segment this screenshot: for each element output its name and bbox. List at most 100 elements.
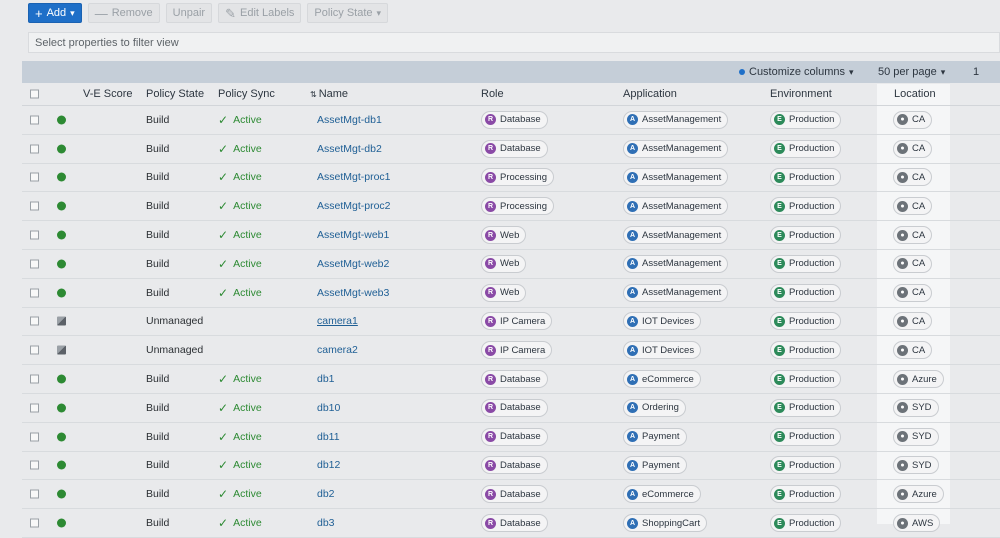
application-label[interactable]: A AssetManagement [623, 168, 729, 187]
environment-label[interactable]: E Production [770, 485, 842, 504]
workload-name-link[interactable]: db12 [317, 459, 341, 472]
table-row[interactable]: Build ✓ Active AssetMgt-proc1 R Processing A As… [22, 164, 1000, 193]
role-label[interactable]: R Database [481, 110, 548, 129]
environment-label[interactable]: E Production [770, 283, 842, 302]
row-checkbox[interactable] [30, 460, 39, 470]
row-checkbox[interactable] [30, 201, 39, 211]
filter-input[interactable]: Select properties to filter view [28, 32, 1000, 53]
location-label[interactable]: ● SYD [893, 456, 939, 475]
workload-name-link[interactable]: AssetMgt-web1 [317, 229, 390, 242]
col-application[interactable]: Application [623, 88, 677, 100]
location-label[interactable]: ● CA [893, 197, 933, 216]
application-label[interactable]: A IOT Devices [623, 341, 702, 360]
environment-label[interactable]: E Production [770, 197, 842, 216]
environment-label[interactable]: E Production [770, 312, 842, 331]
role-label[interactable]: R Web [481, 283, 527, 302]
location-label[interactable]: ● CA [893, 312, 933, 331]
role-label[interactable]: R Processing [481, 197, 554, 216]
col-policy-sync[interactable]: Policy Sync [218, 88, 275, 100]
environment-label[interactable]: E Production [770, 254, 842, 273]
workload-name-link[interactable]: db1 [317, 373, 335, 386]
row-checkbox[interactable] [30, 259, 39, 269]
row-checkbox[interactable] [30, 345, 39, 355]
per-page-dropdown[interactable]: 50 per page ▾ [878, 66, 945, 78]
role-label[interactable]: R Database [481, 456, 548, 475]
workload-name-link[interactable]: db3 [317, 517, 335, 530]
workload-name-link[interactable]: AssetMgt-db2 [317, 142, 382, 155]
col-location[interactable]: Location [894, 88, 936, 100]
location-label[interactable]: ● CA [893, 254, 933, 273]
location-label[interactable]: ● CA [893, 283, 933, 302]
application-label[interactable]: A AssetManagement [623, 283, 729, 302]
location-label[interactable]: ● SYD [893, 398, 939, 417]
application-label[interactable]: A ShoppingCart [623, 514, 708, 533]
row-checkbox[interactable] [30, 518, 39, 528]
table-row[interactable]: Build ✓ Active AssetMgt-web2 R Web A AssetManag… [22, 250, 1000, 279]
page-number[interactable]: 1 [973, 66, 979, 78]
application-label[interactable]: A Payment [623, 456, 687, 475]
application-label[interactable]: A AssetManagement [623, 254, 729, 273]
row-checkbox[interactable] [30, 489, 39, 499]
table-row[interactable]: Build ✓ Active AssetMgt-proc2 R Processing A As… [22, 192, 1000, 222]
workload-name-link[interactable]: camera1 [317, 315, 358, 328]
application-label[interactable]: A AssetManagement [623, 197, 729, 216]
row-checkbox[interactable] [30, 115, 39, 125]
application-label[interactable]: A Ordering [623, 398, 686, 417]
location-label[interactable]: ● CA [893, 110, 933, 129]
table-row[interactable]: Unmanaged camera1 R IP Camera A IOT Devices E P… [22, 308, 1000, 337]
role-label[interactable]: R Database [481, 485, 548, 504]
location-label[interactable]: ● CA [893, 168, 933, 187]
select-all-checkbox[interactable] [30, 89, 39, 99]
location-label[interactable]: ● AWS [893, 514, 941, 533]
col-environment[interactable]: Environment [770, 88, 832, 100]
row-checkbox[interactable] [30, 374, 39, 384]
workload-name-link[interactable]: AssetMgt-web3 [317, 286, 390, 299]
workload-name-link[interactable]: AssetMgt-db1 [317, 113, 382, 126]
row-checkbox[interactable] [30, 432, 39, 442]
row-checkbox[interactable] [30, 403, 39, 413]
application-label[interactable]: A Payment [623, 427, 687, 446]
workload-name-link[interactable]: db11 [317, 430, 340, 443]
role-label[interactable]: R Database [481, 514, 548, 533]
environment-label[interactable]: E Production [770, 226, 842, 245]
application-label[interactable]: A IOT Devices [623, 312, 702, 331]
workload-name-link[interactable]: AssetMgt-proc1 [317, 171, 391, 184]
location-label[interactable]: ● Azure [893, 370, 944, 389]
location-label[interactable]: ● CA [893, 139, 933, 158]
workload-name-link[interactable]: camera2 [317, 344, 358, 357]
table-row[interactable]: Build ✓ Active AssetMgt-web3 R Web A AssetManag… [22, 279, 1000, 308]
remove-button[interactable]: — Remove [87, 3, 160, 23]
table-row[interactable]: Build ✓ Active AssetMgt-db2 R Database A AssetM… [22, 135, 1000, 164]
workload-name-link[interactable]: db2 [317, 488, 335, 501]
col-policy-state[interactable]: Policy State [146, 88, 205, 100]
workload-name-link[interactable]: AssetMgt-proc2 [317, 200, 391, 213]
application-label[interactable]: A AssetManagement [623, 110, 729, 129]
environment-label[interactable]: E Production [770, 370, 842, 389]
row-checkbox[interactable] [30, 144, 39, 154]
environment-label[interactable]: E Production [770, 168, 842, 187]
table-row[interactable]: Build ✓ Active db11 R Database A Payment E Produc… [22, 423, 1000, 452]
policy-state-dropdown[interactable]: Policy State ▾ [307, 3, 389, 23]
location-label[interactable]: ● Azure [893, 485, 944, 504]
unpair-button[interactable]: Unpair [165, 3, 213, 23]
environment-label[interactable]: E Production [770, 514, 842, 533]
application-label[interactable]: A AssetManagement [623, 226, 729, 245]
role-label[interactable]: R Web [481, 226, 527, 245]
table-row[interactable]: Build ✓ Active AssetMgt-db1 R Database A AssetM… [22, 106, 1000, 135]
table-row[interactable]: Build ✓ Active AssetMgt-web1 R Web A AssetManag… [22, 221, 1000, 250]
role-label[interactable]: R Database [481, 398, 548, 417]
environment-label[interactable]: E Production [770, 456, 842, 475]
edit-labels-button[interactable]: ✎ Edit Labels [218, 3, 302, 23]
environment-label[interactable]: E Production [770, 398, 842, 417]
role-label[interactable]: R IP Camera [481, 312, 553, 331]
row-checkbox[interactable] [30, 172, 39, 182]
workload-name-link[interactable]: db10 [317, 401, 341, 414]
row-checkbox[interactable] [30, 316, 39, 326]
table-row[interactable]: Build ✓ Active db10 R Database A Ordering E Produ… [22, 394, 1000, 423]
row-checkbox[interactable] [30, 230, 39, 240]
col-ve-score[interactable]: V-E Score [83, 88, 133, 100]
